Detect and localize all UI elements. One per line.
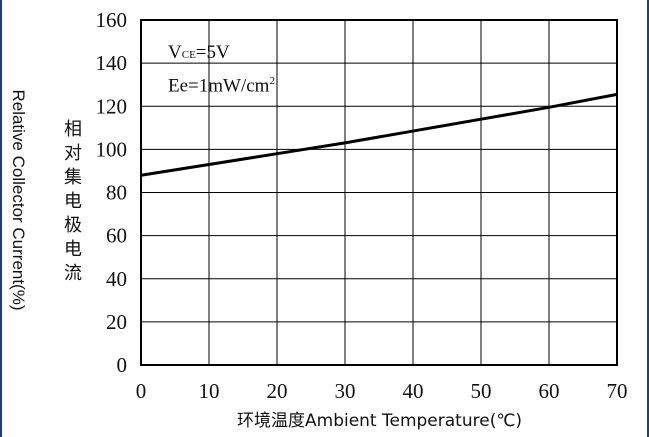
- y-tick-label: 160: [96, 8, 128, 32]
- y-axis-label: Relative Collector Current(%): [9, 89, 28, 311]
- annotation-irradiance: Ee=1mW/cm: [168, 75, 270, 97]
- y-axis-label-chinese: 相对集电极电流: [62, 118, 84, 286]
- x-tick-label: 60: [539, 379, 560, 403]
- y-tick-label: 0: [117, 353, 128, 377]
- x-tick-label: 0: [136, 379, 147, 403]
- y-tick-label: 60: [106, 224, 127, 248]
- left-border: [0, 0, 2, 437]
- annotation-ce-subscript: CE: [181, 49, 196, 61]
- annotation-line-1: VCE=5V: [168, 40, 275, 68]
- annotation-voltage: =5V: [195, 42, 230, 63]
- x-axis-label: 环境温度Ambient Temperature(℃): [237, 411, 523, 431]
- annotation-v: V: [168, 42, 182, 63]
- x-tick-label: 70: [607, 379, 628, 403]
- y-tick-label: 80: [106, 181, 127, 205]
- annotation-line-2: Ee=1mW/cm2: [168, 68, 275, 99]
- series-layer: [140, 92, 618, 177]
- x-tick-label: 20: [267, 379, 288, 403]
- y-tick-label: 40: [106, 267, 127, 291]
- condition-annotation: VCE=5V Ee=1mW/cm2: [168, 40, 275, 99]
- y-tick-label: 140: [96, 51, 128, 75]
- right-border: [647, 0, 649, 437]
- x-tick-label: 40: [403, 379, 424, 403]
- x-tick-labels: 0 10 20 30 40 50 60 70: [136, 379, 628, 403]
- y-tick-labels: 0 20 40 60 80 100 120 140 160: [96, 8, 128, 377]
- y-tick-label: 20: [106, 310, 127, 334]
- y-tick-label: 120: [96, 94, 128, 118]
- series-line: [140, 92, 618, 177]
- annotation-superscript: 2: [269, 75, 275, 87]
- x-tick-label: 50: [471, 379, 492, 403]
- x-tick-label: 10: [199, 379, 220, 403]
- x-tick-label: 30: [335, 379, 356, 403]
- plot-frame: [140, 19, 618, 366]
- y-tick-label: 100: [96, 137, 128, 161]
